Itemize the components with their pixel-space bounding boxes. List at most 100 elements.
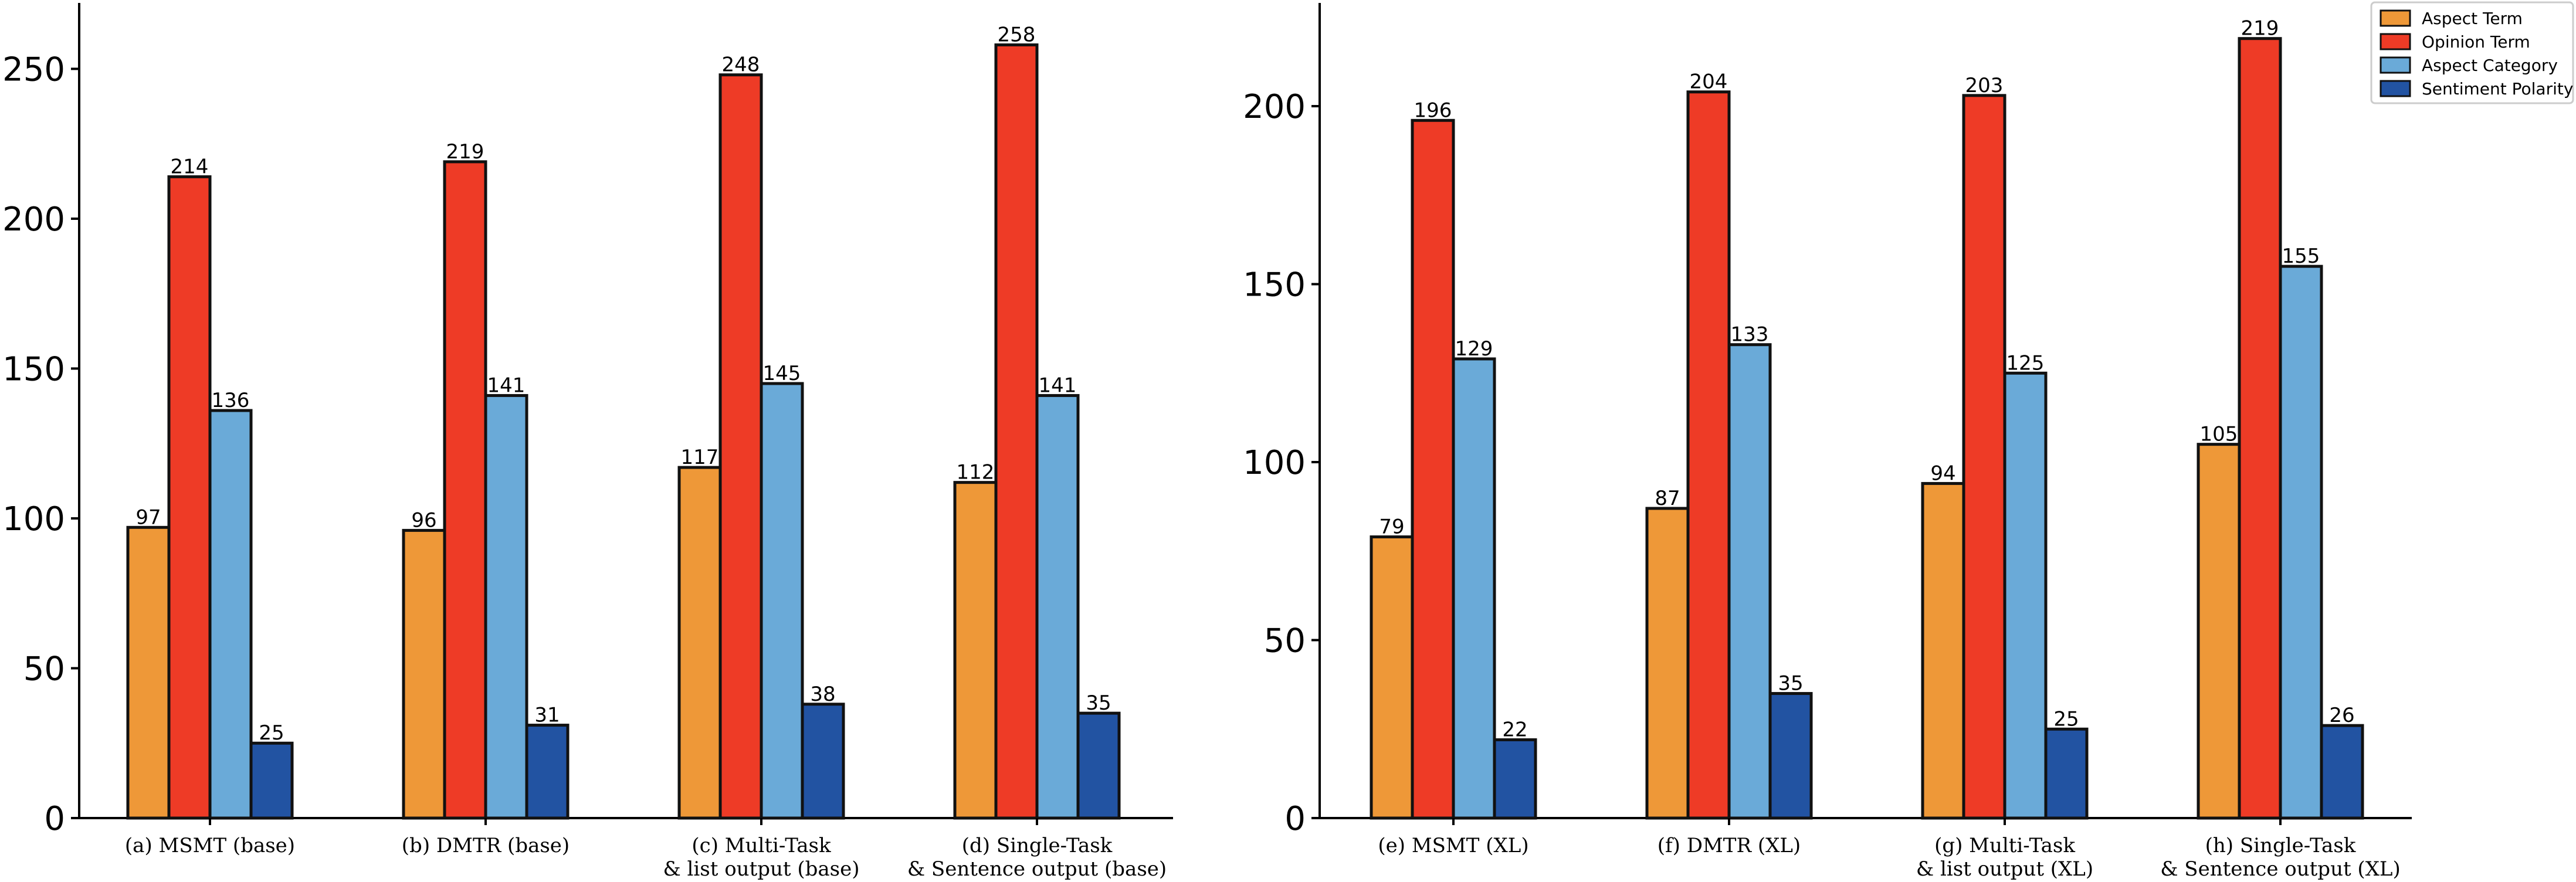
data-label: 204 — [1690, 70, 1728, 94]
bar-opinion-term — [1962, 94, 2006, 820]
bar-sentiment-polarity — [249, 741, 294, 820]
bar-opinion-term — [443, 160, 487, 820]
data-label: 112 — [957, 461, 995, 484]
y-tick-label: 100 — [1243, 444, 1306, 482]
data-label: 258 — [998, 23, 1036, 47]
x-tick-label: (b) DMTR (base) — [402, 834, 570, 857]
data-label: 26 — [2329, 704, 2354, 727]
legend-label-opinion-term: Opinion Term — [2422, 32, 2530, 52]
bar-aspect-category — [1727, 343, 1772, 820]
x-tick-label: (e) MSMT (XL) — [1378, 834, 1528, 857]
bar-sentiment-polarity — [1768, 692, 1813, 820]
bar-sentiment-polarity — [1493, 738, 1537, 820]
bar-aspect-category — [1035, 393, 1080, 820]
data-label: 196 — [1414, 99, 1452, 122]
bar-aspect-term — [1370, 535, 1414, 820]
legend-label-aspect-category: Aspect Category — [2422, 56, 2558, 75]
x-tick-label: & Sentence output (XL) — [2160, 857, 2401, 881]
y-tick-label: 250 — [2, 50, 65, 89]
data-label: 35 — [1778, 672, 1803, 696]
y-tick-label: 50 — [1264, 622, 1306, 660]
bar-aspect-term — [1921, 481, 1965, 820]
y-tick-label: 150 — [1243, 266, 1306, 304]
data-label: 136 — [212, 389, 250, 412]
x-tick-label: & list output (XL) — [1916, 857, 2093, 881]
data-label: 87 — [1655, 487, 1680, 510]
bar-opinion-term — [994, 43, 1039, 820]
bar-aspect-category — [2279, 264, 2323, 820]
x-tick-label: (f) DMTR (XL) — [1658, 834, 1801, 857]
x-tick-label: & Sentence output (base) — [907, 857, 1167, 881]
data-label: 141 — [1039, 374, 1077, 397]
y-tick-label: 50 — [23, 650, 65, 688]
bar-sentiment-polarity — [525, 724, 570, 820]
data-label: 105 — [2200, 423, 2238, 446]
data-label: 38 — [810, 683, 835, 706]
bar-aspect-term — [1645, 507, 1690, 820]
data-label: 125 — [2006, 351, 2045, 375]
data-label: 248 — [722, 53, 760, 77]
legend-label-sentiment-polarity: Sentiment Polarity — [2422, 79, 2573, 99]
bar-aspect-category — [2003, 371, 2048, 820]
bar-opinion-term — [167, 175, 212, 820]
bar-aspect-category — [1452, 357, 1496, 820]
data-label: 133 — [1731, 323, 1769, 347]
bar-aspect-term — [402, 528, 446, 820]
data-label: 22 — [1502, 718, 1527, 741]
data-label: 94 — [1930, 462, 1955, 485]
legend-swatch-aspect-term — [2380, 9, 2411, 27]
data-label: 79 — [1379, 515, 1404, 538]
bar-sentiment-polarity — [2320, 724, 2364, 820]
data-label: 214 — [171, 155, 209, 178]
data-label: 35 — [1086, 691, 1111, 715]
y-tick-label: 0 — [1284, 800, 1306, 838]
data-label: 141 — [487, 374, 526, 397]
data-label: 203 — [1965, 74, 2004, 97]
bar-opinion-term — [1411, 118, 1455, 820]
data-label: 129 — [1455, 337, 1493, 361]
data-label: 25 — [2053, 707, 2079, 731]
bar-aspect-category — [208, 409, 253, 820]
bar-sentiment-polarity — [801, 703, 845, 820]
bar-aspect-term — [953, 481, 998, 820]
x-tick-label: (d) Single-Task — [962, 834, 1113, 857]
y-tick-label: 200 — [1243, 88, 1306, 126]
bar-aspect-category — [760, 382, 804, 820]
data-label: 219 — [446, 140, 484, 164]
x-tick-label: (g) Multi-Task — [1934, 834, 2075, 857]
legend-swatch-aspect-category — [2380, 56, 2411, 74]
data-label: 219 — [2241, 17, 2279, 40]
data-label: 145 — [763, 362, 801, 385]
data-label: 117 — [681, 446, 719, 469]
x-tick-label: (h) Single-Task — [2205, 834, 2356, 857]
data-label: 96 — [411, 508, 436, 532]
bar-sentiment-polarity — [1076, 711, 1121, 820]
y-tick-label: 200 — [2, 201, 65, 239]
chart-panel-base: 0 50 100 150 200 250 97 214 136 25 (a) MSMT (base)… — [2, 3, 1173, 881]
data-label: 31 — [534, 704, 560, 727]
bar-aspect-term — [2197, 443, 2241, 820]
bar-opinion-term — [2238, 37, 2282, 820]
chart-panel-xl: 0 50 100 150 200 79 196 129 22 (e) MSMT (XL) 87 204… — [1243, 3, 2412, 881]
bar-aspect-term — [677, 466, 722, 820]
legend-frame — [2370, 1, 2574, 104]
data-label: 25 — [259, 721, 284, 745]
bar-aspect-category — [484, 393, 528, 820]
x-tick-label: & list output (base) — [663, 857, 859, 881]
y-tick-label: 100 — [2, 500, 65, 538]
legend-label-aspect-term: Aspect Term — [2422, 9, 2523, 28]
data-label: 155 — [2282, 245, 2320, 268]
legend: Aspect Term Opinion Term Aspect Category Se… — [2370, 1, 2574, 104]
bar-sentiment-polarity — [2044, 727, 2089, 820]
x-tick-label: (c) Multi-Task — [692, 834, 831, 857]
y-tick-label: 150 — [2, 350, 65, 388]
bar-opinion-term — [1686, 90, 1731, 820]
legend-swatch-sentiment-polarity — [2380, 80, 2411, 97]
legend-swatch-opinion-term — [2380, 33, 2411, 50]
data-label: 97 — [135, 506, 161, 529]
y-tick-label: 0 — [44, 800, 65, 838]
x-tick-label: (a) MSMT (base) — [125, 834, 295, 857]
bar-opinion-term — [718, 73, 763, 820]
bar-aspect-term — [126, 525, 171, 820]
